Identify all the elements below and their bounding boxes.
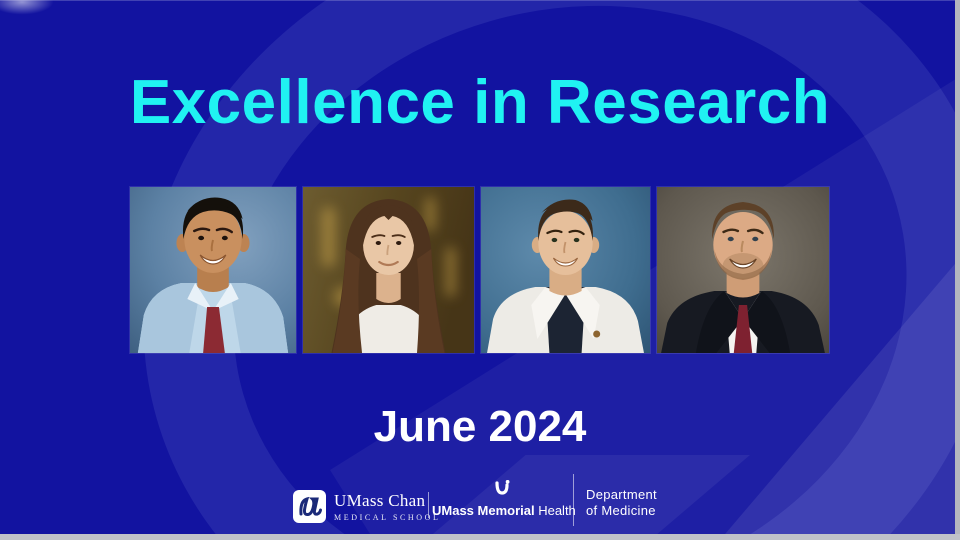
top-left-glow — [0, 0, 90, 40]
umass-memorial-wordmark: UMass Memorial Health — [432, 503, 576, 518]
portrait-photo-2 — [302, 186, 475, 354]
slide-title: Excellence in Research — [129, 68, 831, 137]
umass-chan-subtitle: MEDICAL SCHOOL — [334, 513, 441, 522]
umass-chan-wordmark: UMass Chan MEDICAL SCHOOL — [334, 491, 441, 522]
footer-divider-1 — [428, 492, 429, 518]
umass-memorial-logo: UMass Memorial Health — [432, 480, 576, 518]
department-line-2: of Medicine — [586, 503, 656, 518]
slide-frame-bottom — [0, 534, 960, 540]
top-edge-line — [0, 0, 960, 1]
umass-chan-logo-icon — [293, 490, 326, 523]
umass-memorial-health-icon — [495, 480, 510, 495]
footer-divider-2 — [573, 474, 574, 526]
slide-frame-right — [955, 0, 960, 540]
portrait-photo-4 — [656, 186, 830, 354]
portrait-photo-1 — [129, 186, 297, 354]
department-of-medicine-label: Department of Medicine — [586, 487, 657, 519]
umass-memorial-bold-text: UMass Memorial — [432, 503, 535, 518]
umass-memorial-regular-text: Health — [534, 503, 576, 518]
department-line-1: Department — [586, 487, 657, 502]
portrait-row — [129, 186, 830, 354]
umass-chan-name: UMass Chan — [334, 491, 426, 510]
portrait-photo-3 — [480, 186, 651, 354]
slide-date: June 2024 — [373, 402, 587, 451]
